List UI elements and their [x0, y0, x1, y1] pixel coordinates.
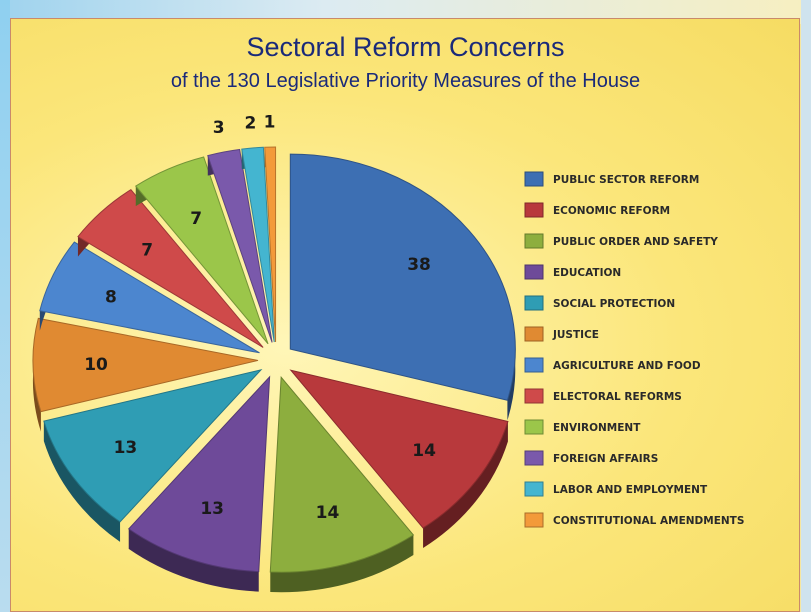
legend-swatch [524, 419, 544, 435]
legend-label: PUBLIC ORDER AND SAFETY [553, 236, 718, 248]
pie-slice-side [270, 535, 414, 593]
pie-slice-top [77, 189, 264, 348]
pie-value-label: 7 [141, 240, 153, 260]
legend-label: PUBLIC SECTOR REFORM [553, 174, 699, 186]
pie-slice-top [241, 146, 275, 343]
pie-slice-2 [289, 369, 509, 548]
legend-swatch [524, 202, 544, 218]
chart-title: Sectoral Reform Concerns [246, 32, 565, 62]
pie-slice-top [289, 153, 516, 401]
legend-swatch [524, 171, 544, 187]
legend-item: FOREIGN AFFAIRS [524, 450, 658, 466]
pie-value-label: 38 [407, 255, 431, 275]
pie-value-label: 10 [84, 355, 108, 375]
pie-slice-11 [241, 146, 275, 343]
legend: PUBLIC SECTOR REFORM ECONOMIC REFORM PUBLI… [524, 171, 744, 528]
pie-slice-side [423, 421, 508, 548]
legend-item: LABOR AND EMPLOYMENT [524, 481, 708, 497]
legend-item: CONSTITUTIONAL AMENDMENTS [524, 512, 744, 528]
legend-label: FOREIGN AFFAIRS [553, 453, 658, 465]
legend-swatch [524, 326, 544, 342]
pie-slice-3 [269, 375, 415, 593]
legend-swatch [524, 512, 544, 528]
pie-slice-8 [77, 189, 264, 348]
pie-value-label: 13 [114, 438, 138, 458]
legend-item: ENVIRONMENT [524, 419, 641, 435]
pie-value-label: 7 [190, 209, 202, 229]
pie-value-label: 13 [200, 499, 224, 519]
pie-slice-6 [32, 317, 259, 432]
legend-swatch [524, 357, 544, 373]
legend-item: ELECTORAL REFORMS [524, 388, 682, 404]
pie-slice-top [127, 375, 271, 573]
pie-slice-top [32, 317, 259, 413]
legend-swatch [524, 388, 544, 404]
pie-slice-top [39, 241, 260, 354]
pie-slice-top [289, 369, 509, 529]
pie-slice-top [43, 369, 263, 523]
legend-swatch [524, 481, 544, 497]
pie-slice-9 [135, 156, 269, 345]
legend-label: ENVIRONMENT [553, 422, 641, 434]
pie-slice-4 [127, 375, 271, 592]
pie-slice-12 [264, 146, 277, 343]
legend-label: AGRICULTURE AND FOOD [553, 360, 701, 372]
legend-label: LABOR AND EMPLOYMENT [553, 484, 708, 496]
legend-item: AGRICULTURE AND FOOD [524, 357, 701, 373]
legend-label: ECONOMIC REFORM [553, 205, 670, 217]
pie-slice-side [128, 528, 259, 592]
chart-subtitle: of the 130 Legislative Priority Measures… [170, 70, 641, 92]
legend-item: PUBLIC ORDER AND SAFETY [524, 233, 718, 249]
pie-value-label: 8 [105, 288, 117, 308]
legend-swatch [524, 450, 544, 466]
background-left [0, 0, 10, 612]
legend-swatch [524, 233, 544, 249]
legend-label: JUSTICE [552, 329, 599, 341]
pie-value-label: 3 [213, 118, 225, 138]
pie-slice-side [43, 421, 121, 542]
legend-label: CONSTITUTIONAL AMENDMENTS [553, 515, 744, 527]
legend-label: ELECTORAL REFORMS [553, 391, 682, 403]
pie-slice-7 [39, 241, 260, 354]
legend-swatch [524, 295, 544, 311]
pie-slice-top [264, 146, 277, 343]
pie-value-label: 14 [412, 441, 436, 461]
legend-label: EDUCATION [553, 267, 621, 279]
legend-label: SOCIAL PROTECTION [553, 298, 675, 310]
pie-slice-1 [289, 153, 516, 421]
pie-slice-top [207, 148, 273, 343]
pie-value-labels: 38 14 14 13 13 10 8 7 7 3 2 1 [84, 113, 436, 523]
pie-slice-top [269, 375, 415, 573]
pie-value-label: 2 [244, 114, 256, 134]
pie-slice-10 [207, 148, 273, 343]
pie-value-label: 1 [264, 113, 276, 133]
pie-slice-5 [43, 369, 263, 542]
legend-item: ECONOMIC REFORM [524, 202, 670, 218]
legend-item: PUBLIC SECTOR REFORM [524, 171, 699, 187]
background-right [801, 0, 811, 612]
pie-slices [32, 146, 516, 593]
pie-value-label: 14 [316, 503, 340, 523]
legend-swatch [524, 264, 544, 280]
legend-item: JUSTICE [524, 326, 599, 342]
legend-item: EDUCATION [524, 264, 621, 280]
legend-item: SOCIAL PROTECTION [524, 295, 675, 311]
pie-slice-top [135, 156, 269, 345]
